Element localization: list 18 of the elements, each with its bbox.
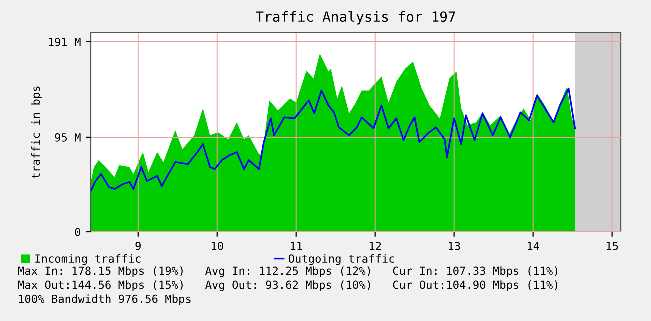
text: Max In: 178.15 Mbps (19%) Avg In: 112.25 Mbps (12%) Cur In: 107.33 Mbps (11%) bbox=[18, 266, 558, 278]
text: Max Out:144.56 Mbps (15%) Avg Out: 93.62 Mbps (10%) Cur Out:104.90 Mbps (11%) bbox=[18, 280, 558, 292]
x-tick-label: 13 bbox=[448, 242, 460, 250]
x-tick-label: 9 bbox=[136, 242, 141, 250]
x-tick-label: 10 bbox=[212, 242, 224, 250]
x-tick-label: 11 bbox=[291, 242, 302, 250]
y-tick-label: 95 M bbox=[55, 133, 81, 142]
text: 100% Bandwidth 976.56 Mbps bbox=[19, 294, 191, 306]
legend-label: Incoming traffic bbox=[36, 254, 141, 266]
y-tick-label: 191 M bbox=[49, 38, 81, 46]
chart-title: Traffic Analysis for 197 bbox=[256, 11, 456, 25]
y-axis-title: traffic in bps bbox=[32, 86, 42, 179]
x-tick-label: 15 bbox=[606, 242, 618, 250]
line-series bbox=[91, 88, 576, 192]
x-tick-label: 14 bbox=[528, 242, 540, 250]
y-tick-label: 0 bbox=[75, 228, 81, 236]
x-tick-label: 12 bbox=[370, 242, 382, 250]
legend-label: Outgoing traffic bbox=[288, 254, 394, 266]
